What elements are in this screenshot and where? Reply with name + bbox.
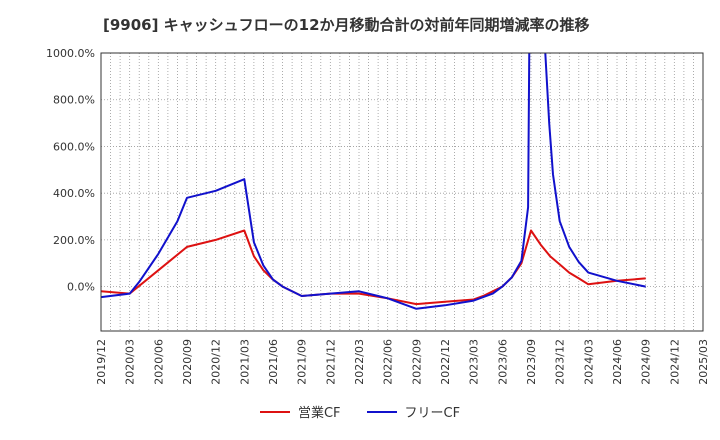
legend-swatch-operating-cf <box>259 410 290 413</box>
chart-title: [9906] キャッシュフローの12か月移動合計の対前年同期増減率の推移 <box>103 16 590 34</box>
x-tick-label: 2022/09 <box>410 339 423 385</box>
x-tick-label: 2020/12 <box>210 339 223 385</box>
x-tick-label: 2019/12 <box>95 339 108 385</box>
x-tick-label: 2023/12 <box>554 339 567 385</box>
x-tick-label: 2022/06 <box>382 339 395 385</box>
y-tick-label: 400.0% <box>53 187 95 200</box>
legend-label-free-cf: フリーCF <box>404 406 461 421</box>
x-tick-label: 2023/09 <box>525 339 538 385</box>
x-tick-label: 2021/09 <box>296 339 309 385</box>
x-tick-label: 2024/12 <box>668 339 681 385</box>
y-tick-label: 1000.0% <box>46 47 95 60</box>
y-tick-label: 600.0% <box>53 140 95 153</box>
legend-label-operating-cf: 営業CF <box>297 406 341 421</box>
x-tick-label: 2024/06 <box>611 339 624 385</box>
x-tick-label: 2022/12 <box>439 339 452 385</box>
x-tick-label: 2020/03 <box>124 339 137 385</box>
x-tick-label: 2024/09 <box>640 339 653 385</box>
x-tick-label: 2025/03 <box>697 339 710 385</box>
y-tick-label: 0.0% <box>67 281 95 294</box>
x-tick-label: 2023/03 <box>468 339 481 385</box>
x-tick-label: 2022/03 <box>353 339 366 385</box>
x-tick-label: 2021/03 <box>238 339 251 385</box>
y-tick-label: 200.0% <box>53 234 95 247</box>
x-tick-label: 2023/06 <box>496 339 509 385</box>
series-line-free-cf <box>101 53 646 310</box>
x-tick-label: 2020/06 <box>152 339 165 385</box>
legend: 営業CF フリーCF <box>0 402 720 421</box>
x-tick-label: 2020/09 <box>181 339 194 385</box>
x-tick-label: 2024/03 <box>582 339 595 385</box>
legend-item-operating-cf: 営業CF <box>259 402 341 421</box>
plot-frame <box>100 52 704 332</box>
series-line-operating-cf <box>101 229 646 306</box>
x-tick-label: 2021/12 <box>324 339 337 385</box>
y-tick-label: 800.0% <box>53 94 95 107</box>
legend-item-free-cf: フリーCF <box>366 402 461 421</box>
legend-swatch-free-cf <box>366 410 397 413</box>
x-tick-label: 2021/06 <box>267 339 280 385</box>
